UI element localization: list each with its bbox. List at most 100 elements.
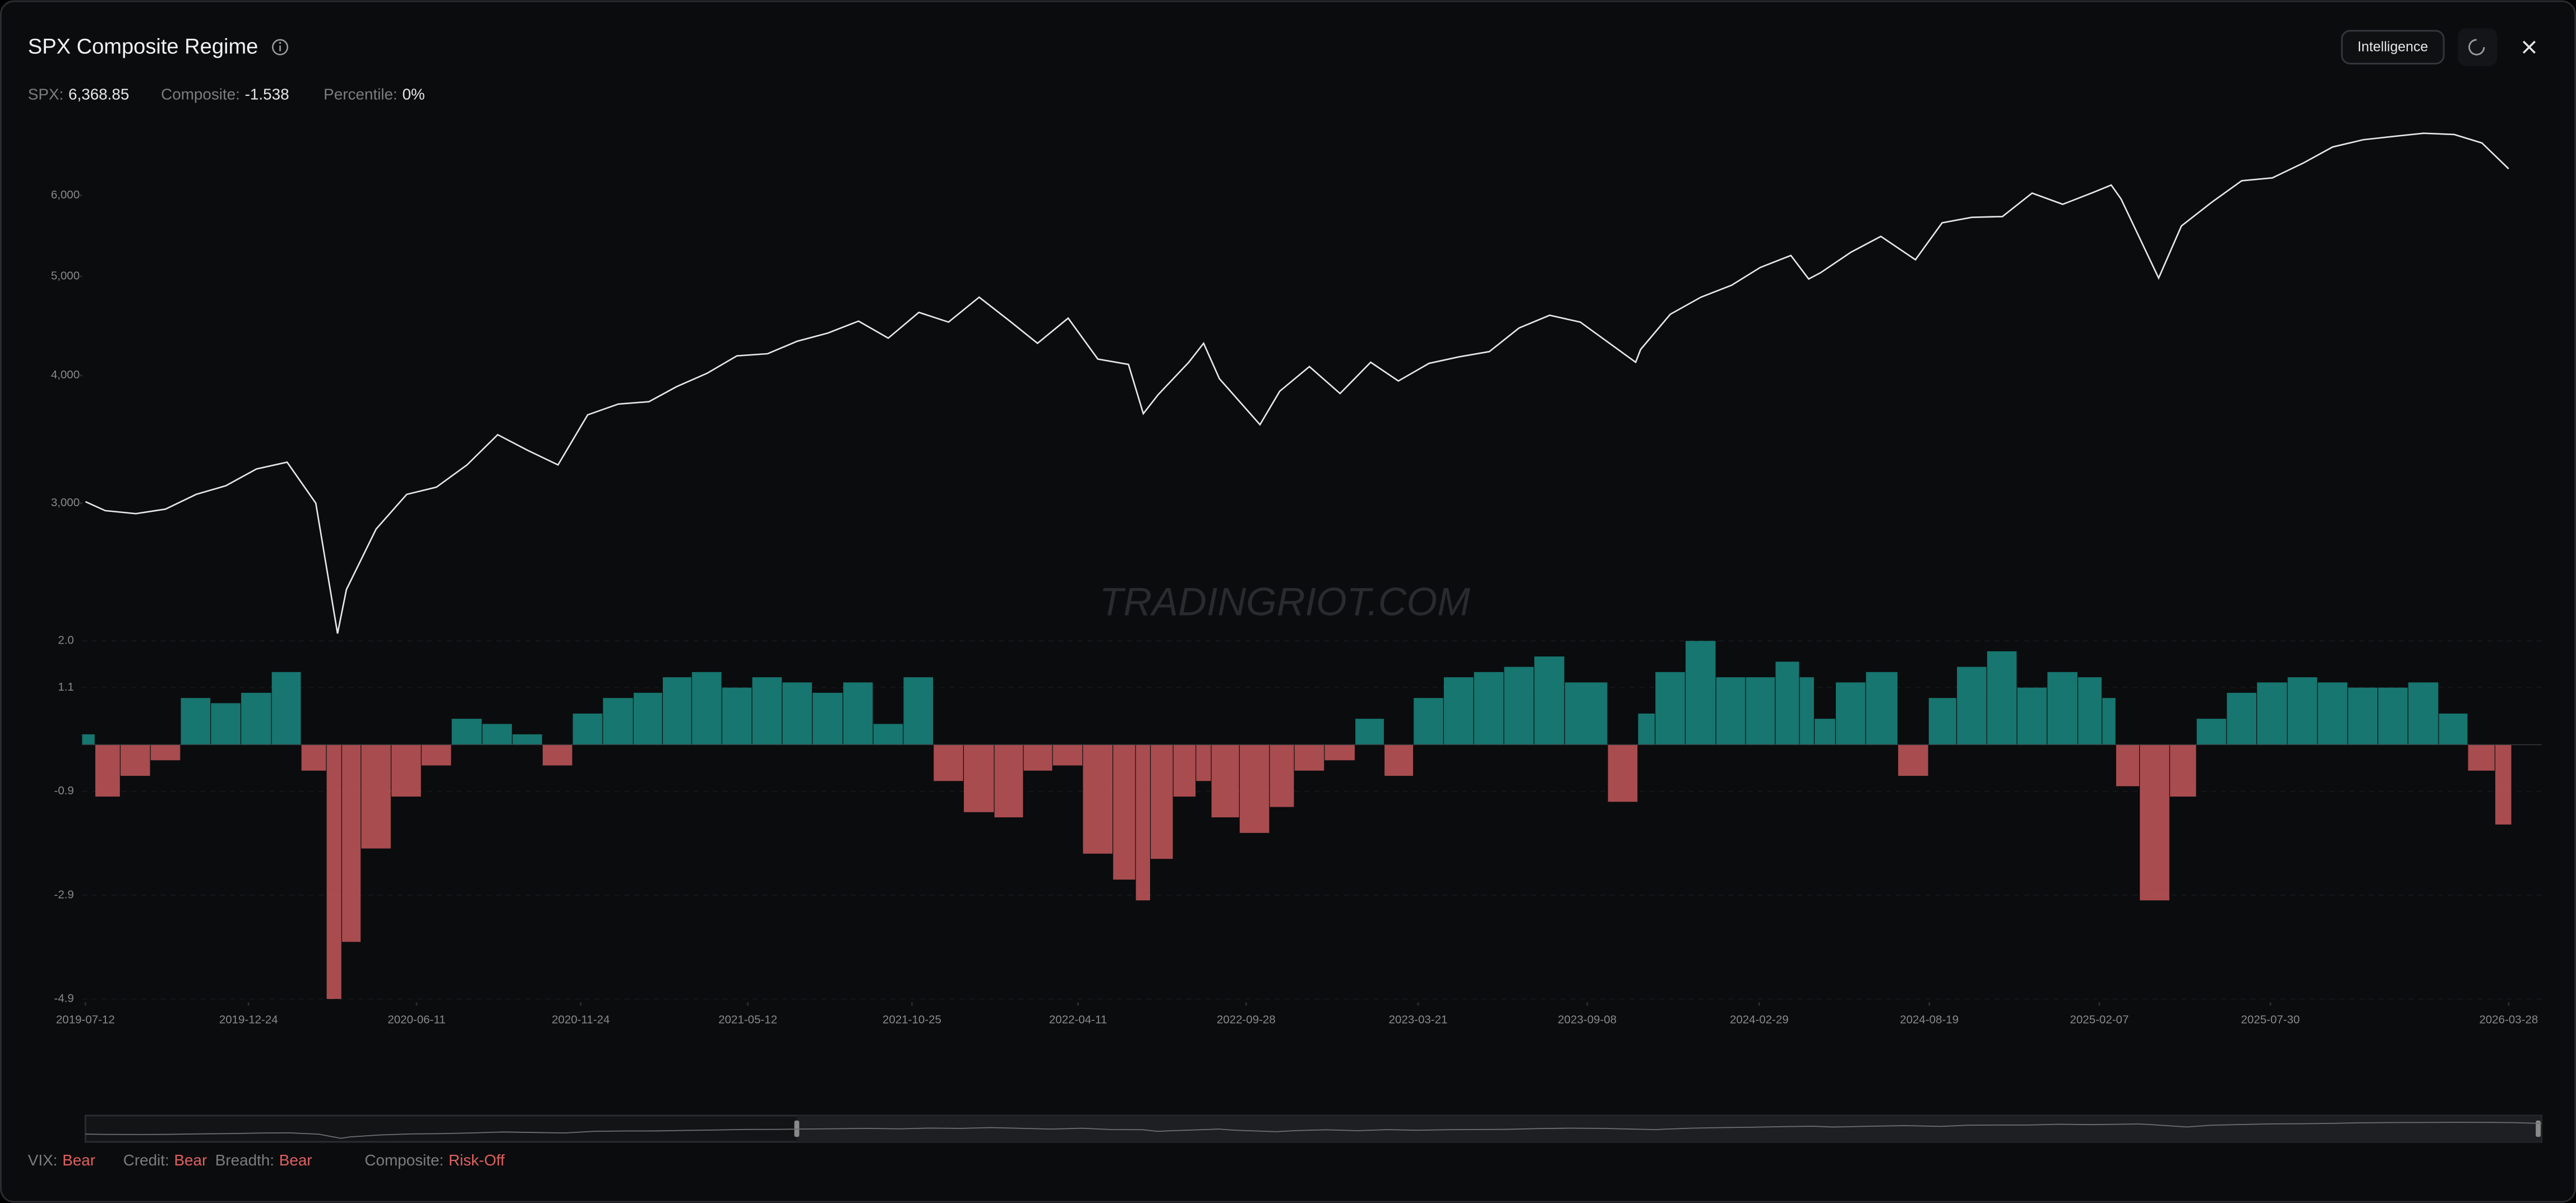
bar — [150, 744, 181, 761]
bar — [2257, 682, 2287, 745]
x-tick-label: 2019-07-12 — [56, 1014, 115, 1026]
x-tick-label: 2022-09-28 — [1217, 1014, 1276, 1026]
bar — [1269, 744, 1294, 807]
bar — [1716, 677, 1746, 745]
y-tick-label: 1.1 — [58, 681, 74, 693]
navigator[interactable] — [84, 1114, 2542, 1143]
stat-label: Breadth: — [215, 1151, 274, 1169]
navigator-line — [85, 1122, 2542, 1139]
bar — [1638, 713, 1655, 745]
bar — [271, 672, 301, 745]
y-tick-label: 5,000 — [51, 269, 80, 282]
bar — [2348, 687, 2378, 745]
bar — [1534, 656, 1564, 745]
bar — [1686, 641, 1716, 745]
bar — [1113, 744, 1135, 880]
x-tick-label: 2025-07-30 — [2241, 1014, 2300, 1026]
x-tick-label: 2025-02-07 — [2070, 1014, 2129, 1026]
bar — [1443, 677, 1474, 745]
stat-label: Credit: — [123, 1151, 169, 1169]
bar — [1957, 667, 1987, 745]
bar — [903, 677, 933, 745]
bar — [2116, 744, 2140, 786]
intelligence-button[interactable]: Intelligence — [2341, 30, 2445, 64]
bar — [1608, 744, 1638, 802]
stat-value: Bear — [174, 1151, 207, 1169]
bar — [934, 744, 963, 781]
bar — [1414, 698, 1443, 745]
bar — [752, 677, 782, 745]
x-tick-label: 2026-03-28 — [2479, 1014, 2538, 1026]
price-line — [85, 132, 2509, 634]
stat-value: Bear — [62, 1151, 95, 1169]
bar — [211, 703, 241, 745]
close-button[interactable] — [2523, 40, 2536, 54]
x-tick-label: 2021-05-12 — [718, 1014, 777, 1026]
bar — [1294, 744, 1324, 771]
bar — [1815, 719, 1835, 745]
bar — [1799, 677, 1814, 745]
stat-label: VIX: — [28, 1151, 58, 1169]
bar — [1211, 744, 1239, 818]
bar — [1898, 744, 1928, 776]
y-tick-label: 2.0 — [58, 634, 74, 647]
bar — [181, 698, 211, 745]
bar — [2439, 713, 2468, 745]
bar — [1355, 719, 1384, 745]
bar — [692, 672, 722, 745]
stat: Credit: Bear — [123, 1151, 207, 1169]
bar — [2078, 677, 2102, 745]
bar — [95, 744, 120, 797]
bar — [2495, 744, 2512, 825]
stat: Composite: -1.538 — [161, 86, 289, 103]
bar — [663, 677, 691, 745]
bar — [341, 744, 361, 942]
bar — [2378, 687, 2408, 745]
button-label[interactable]: Intelligence — [2357, 39, 2428, 55]
bar — [2468, 744, 2495, 771]
stat-value: 6,368.85 — [68, 86, 129, 103]
bar — [812, 692, 843, 745]
bar — [391, 744, 421, 797]
bar — [1052, 744, 1083, 766]
bar — [963, 744, 994, 812]
bar — [843, 682, 873, 745]
bar — [301, 744, 326, 771]
bar — [634, 692, 662, 745]
bar — [1173, 744, 1196, 797]
bar — [542, 744, 573, 766]
x-tick-label: 2022-04-11 — [1049, 1014, 1107, 1026]
stat: Breadth: Bear — [215, 1151, 312, 1169]
bar — [1504, 667, 1534, 745]
bar — [994, 744, 1023, 818]
bar — [361, 744, 391, 849]
bar — [1083, 744, 1112, 854]
bar — [1746, 677, 1775, 745]
x-tick-label: 2019-12-24 — [219, 1014, 278, 1026]
bar — [1775, 661, 1799, 745]
bar — [573, 713, 603, 745]
bar — [1928, 698, 1956, 745]
bar — [1564, 682, 1608, 745]
bar — [1135, 744, 1150, 901]
y-tick-label: 4,000 — [51, 368, 80, 381]
bar — [1866, 672, 1898, 745]
bar — [482, 724, 512, 745]
refresh-button[interactable] — [2458, 28, 2497, 66]
y-tick-label: -4.9 — [54, 992, 74, 1005]
bar — [1655, 672, 1685, 745]
bar — [1987, 651, 2017, 745]
bar — [2169, 744, 2196, 797]
info-icon[interactable] — [272, 39, 289, 55]
bar — [2287, 677, 2318, 745]
bar — [2318, 682, 2348, 745]
watermark: TRADINGRIOT.COM — [1099, 579, 1470, 623]
x-tick-label: 2021-10-25 — [883, 1014, 941, 1026]
stat: SPX: 6,368.85 — [28, 86, 130, 103]
bar — [2102, 698, 2116, 745]
bar — [1324, 744, 1355, 761]
y-tick-label: 6,000 — [51, 188, 80, 201]
stat: VIX: Bear — [28, 1151, 95, 1169]
